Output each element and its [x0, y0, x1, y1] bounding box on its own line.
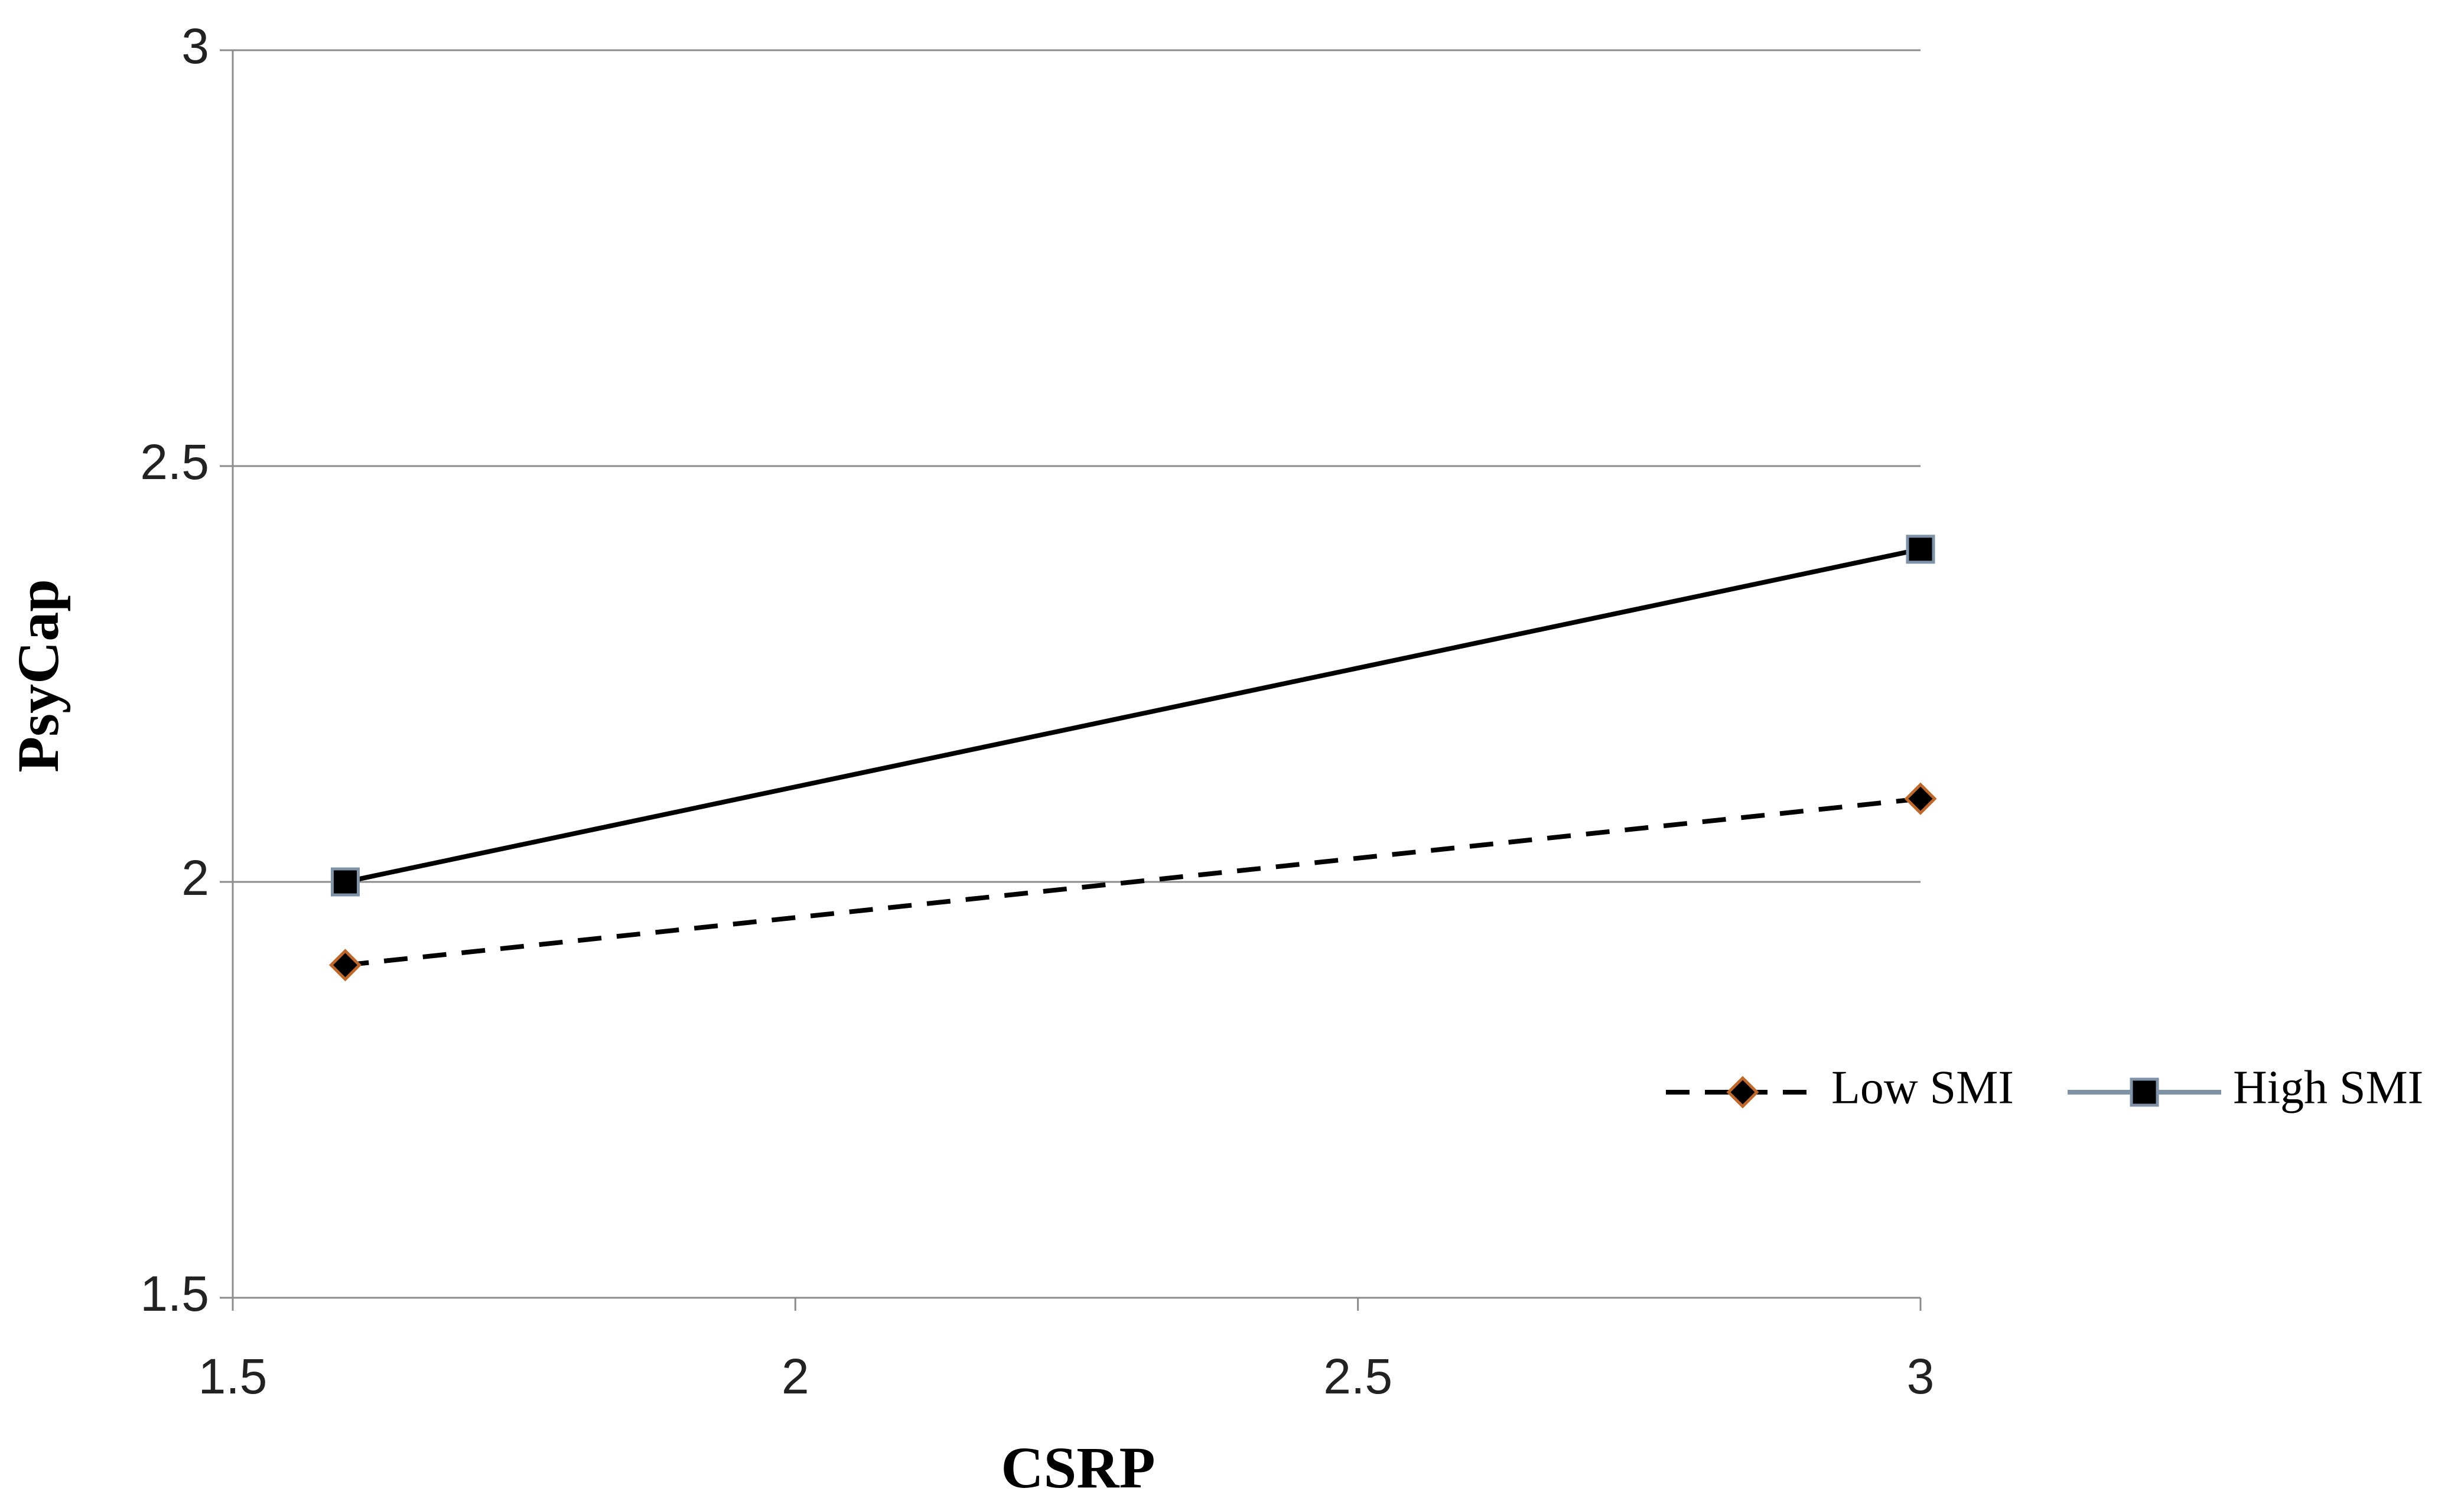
- y-axis-title: PsyCap: [5, 579, 71, 773]
- data-point: [1904, 782, 1937, 815]
- legend-label: Low SMI: [1831, 1061, 2014, 1113]
- y-tick-label: 1.5: [140, 1266, 209, 1321]
- y-tick-label: 3: [181, 18, 209, 74]
- series-line: [344, 546, 1921, 884]
- data-point: [330, 867, 360, 897]
- legend-marker: [1726, 1076, 1759, 1109]
- y-tick-label: 2: [181, 850, 209, 906]
- x-tick-label: 3: [1907, 1349, 1935, 1404]
- legend-label: High SMI: [2233, 1061, 2423, 1113]
- data-point: [328, 949, 362, 982]
- legend-marker: [2130, 1077, 2159, 1107]
- x-tick-label: 1.5: [198, 1349, 268, 1404]
- x-tick-label: 2.5: [1323, 1349, 1392, 1404]
- x-axis-title: CSRP: [1001, 1435, 1155, 1500]
- series-line: [345, 796, 1921, 968]
- y-tick-label: 2.5: [140, 434, 209, 490]
- data-point: [1906, 535, 1935, 564]
- x-tick-label: 2: [782, 1349, 809, 1404]
